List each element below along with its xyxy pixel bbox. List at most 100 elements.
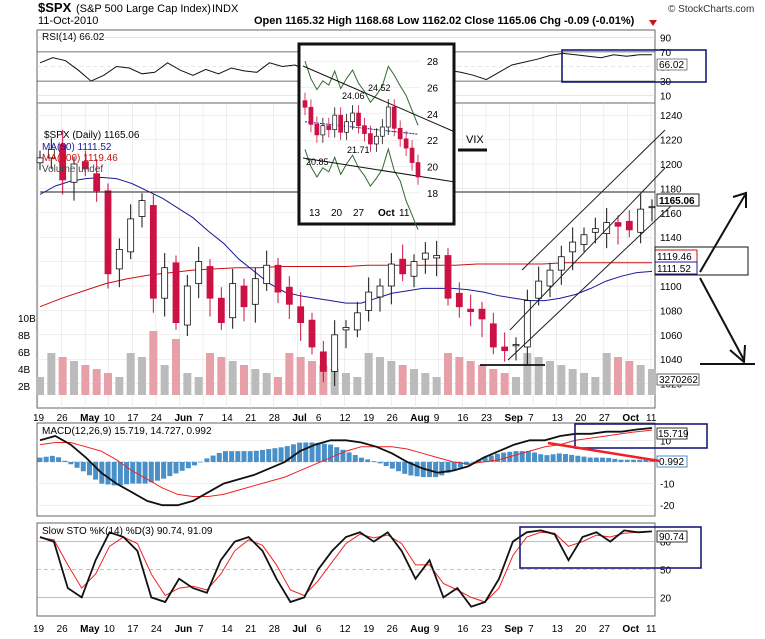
volume-bar — [206, 353, 214, 395]
sto-x-label: 21 — [245, 624, 257, 635]
candle-body — [285, 286, 293, 305]
volume-bar — [228, 361, 237, 395]
volume-bar — [421, 373, 430, 395]
vix-inset: 28 26 24 22 20 18 13 20 27 Oct 11 24.52 24.06 21.… — [297, 42, 487, 230]
candle-body — [331, 334, 339, 372]
volume-tick-label: 10B — [18, 314, 36, 325]
macd-histogram-bar — [470, 461, 476, 463]
volume-bar — [353, 377, 362, 395]
macd-histogram-bar — [266, 449, 272, 462]
price-x-label: 23 — [481, 413, 493, 424]
sto-x-label: 24 — [151, 624, 163, 635]
candle-body — [104, 190, 112, 275]
volume-bar — [251, 369, 260, 395]
macd-current-label: 15.719 — [658, 429, 689, 440]
candle-body — [467, 308, 475, 313]
sto-x-label: Aug — [410, 624, 429, 635]
vix-annotation-2406: 24.06 — [342, 91, 365, 101]
macd-histogram-bar — [80, 461, 86, 472]
candle-body — [229, 283, 237, 319]
macd-histogram-bar — [68, 461, 74, 465]
price-x-label: 6 — [316, 413, 322, 424]
volume-bar — [36, 377, 44, 395]
macd-current-box — [656, 427, 688, 440]
macd-histogram-bar — [74, 461, 80, 468]
volume-bar — [523, 353, 532, 395]
arrow-up-head-icon — [732, 191, 747, 208]
sto-current-label: 90.74 — [659, 532, 684, 543]
ma200-current-label: 1119.46 — [657, 252, 692, 263]
volume-bar — [466, 361, 475, 395]
candle-body — [387, 263, 395, 287]
macd-histogram-bar — [303, 442, 309, 462]
macd-histogram-bar — [328, 444, 334, 462]
macd-histogram-bar — [532, 452, 538, 462]
volume-bar — [81, 365, 90, 395]
macd-histogram-bar — [630, 459, 636, 462]
volume-bar — [489, 369, 498, 395]
price-tick-label: 1100 — [660, 282, 682, 293]
macd-histogram-bar — [513, 451, 519, 462]
volume-bar — [455, 357, 464, 395]
macd-histogram-bar — [618, 459, 624, 462]
vix-candle-body — [338, 114, 344, 133]
macd-histogram-bar — [247, 451, 253, 462]
candle-body — [183, 285, 191, 326]
macd-histogram-bar — [606, 457, 612, 462]
volume-bar — [568, 369, 577, 395]
sto-x-label: 19 — [363, 624, 375, 635]
sto-annotation-box — [519, 526, 702, 569]
price-x-label: 26 — [387, 413, 399, 424]
macd-histogram-bar — [624, 459, 630, 462]
macd-histogram-bar — [167, 461, 173, 477]
quote-line: Open 1165.32 High 1168.68 Low 1162.02 Cl… — [254, 15, 635, 27]
arrow-up-line — [699, 194, 746, 273]
macd-histogram-bar — [142, 461, 148, 484]
macd-histogram-bar — [556, 453, 562, 462]
price-x-label: 10 — [104, 413, 116, 424]
down-triangle-icon — [649, 20, 657, 26]
candle-body — [172, 262, 180, 324]
candle-body — [421, 252, 429, 260]
macd-histogram-bar — [525, 451, 531, 462]
vix-tick-label: 22 — [427, 136, 439, 147]
macd-histogram-bar — [402, 461, 408, 474]
sto-legend: Slow STO %K(14) %D(3) 90.74, 91.09 — [42, 526, 213, 537]
vix-candle-body — [362, 125, 367, 134]
price-x-label: 21 — [245, 413, 257, 424]
macd-histogram-bar — [192, 461, 198, 466]
volume-bar — [160, 365, 169, 395]
vix-candle-body — [308, 106, 314, 125]
sto-x-label: 19 — [33, 624, 45, 635]
sto-tick-label: 80 — [660, 538, 672, 549]
macd-histogram-bar — [377, 461, 383, 464]
rsi-tick-label: 10 — [660, 92, 672, 103]
macd-tick-label: -10 — [660, 480, 675, 491]
sto-tick-label: 20 — [660, 593, 672, 604]
macd-histogram-bar — [488, 455, 494, 462]
volume-bar — [444, 353, 452, 395]
macd-histogram-bar — [235, 451, 241, 462]
rsi-current-label: 66.02 — [659, 60, 684, 71]
volume-bar — [636, 365, 645, 395]
price-x-label: 7 — [528, 413, 534, 424]
sto-x-label: 10 — [104, 624, 116, 635]
ma50-line — [39, 176, 653, 304]
volume-bar — [149, 331, 158, 395]
vix-candle-body — [391, 106, 397, 129]
candle-body — [410, 261, 418, 277]
price-x-label: 26 — [57, 413, 69, 424]
candle-body — [399, 258, 407, 275]
macd-histogram-bar — [538, 454, 544, 462]
candle-body — [297, 306, 305, 323]
volume-bar — [47, 353, 56, 395]
price-current-label: 1165.06 — [659, 196, 695, 207]
macd-histogram-bar — [93, 461, 99, 480]
price-tick-label: 1220 — [660, 136, 683, 147]
macd-legend: MACD(12,26,9) 15.719, 14.727, 0.992 — [42, 426, 212, 437]
volume-bar — [115, 377, 124, 395]
candle-body — [353, 312, 361, 331]
volume-bar — [92, 369, 101, 395]
price-x-label: 9 — [434, 413, 440, 424]
macd-histogram-bar — [124, 461, 130, 485]
